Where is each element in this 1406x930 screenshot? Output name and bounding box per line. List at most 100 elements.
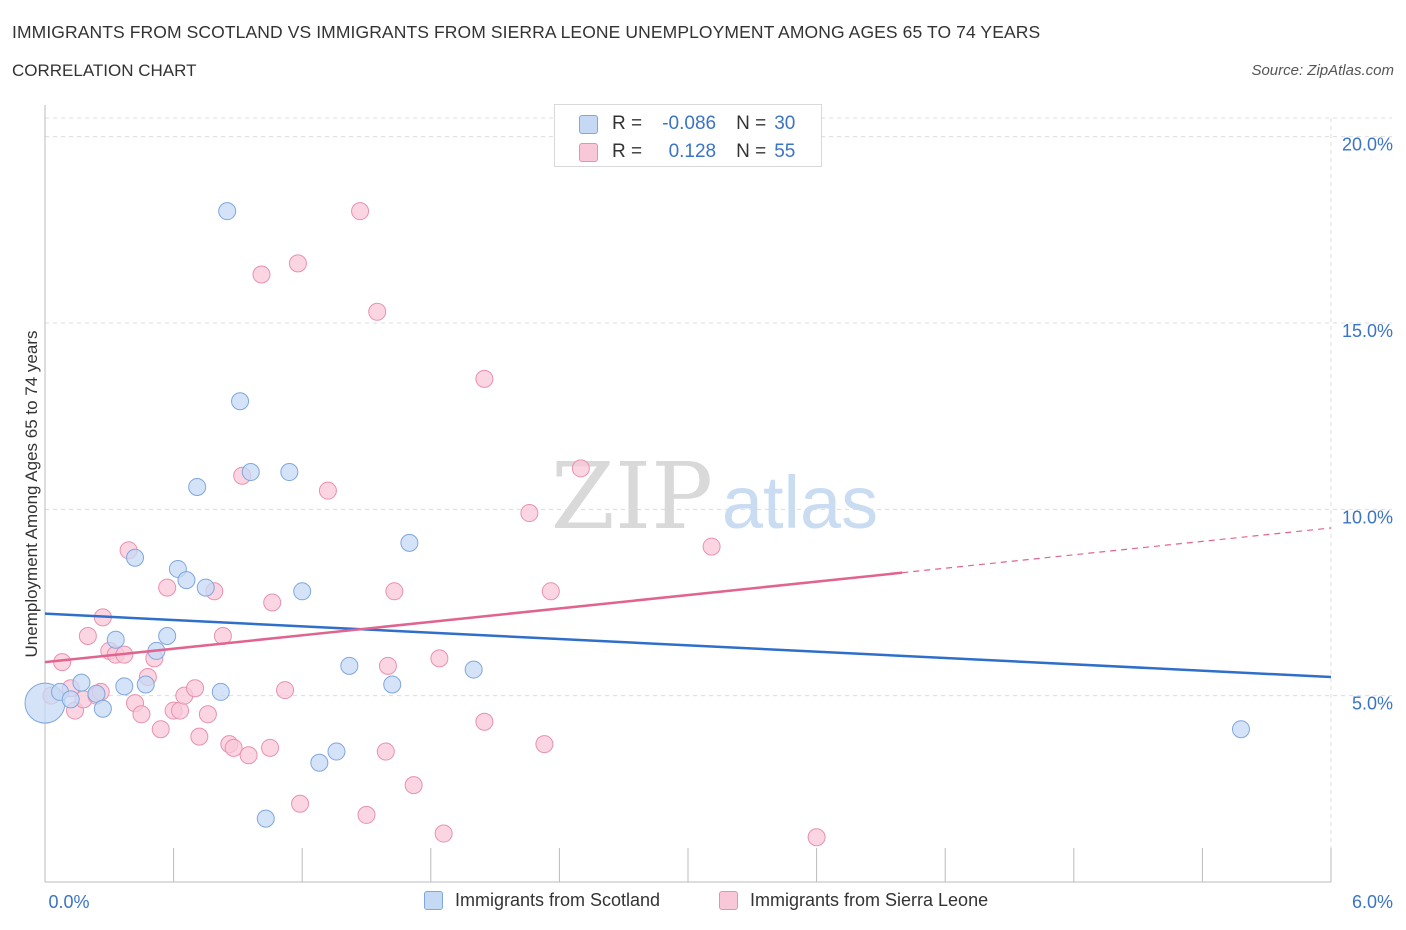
- data-point-scotland: [211, 682, 230, 701]
- data-point-scotland: [196, 578, 215, 597]
- bottom-legend-sierra-leone-label: Immigrants from Sierra Leone: [750, 890, 989, 910]
- watermark: ZIP atlas: [551, 443, 878, 550]
- data-point-scotland: [158, 627, 177, 646]
- data-point-scotland: [93, 699, 112, 718]
- watermark-atlas: atlas: [722, 461, 878, 544]
- data-point-sierra-leone: [291, 794, 310, 813]
- legend-n-label: N =: [736, 141, 767, 162]
- data-point-scotland: [218, 202, 237, 221]
- data-point-sierra-leone: [475, 369, 494, 388]
- x-tick-label-max: 6.0%: [1352, 892, 1393, 912]
- data-point-sierra-leone: [430, 649, 449, 668]
- data-point-sierra-leone: [520, 504, 539, 523]
- y-tick-label: 20.0%: [1342, 135, 1393, 155]
- legend-n-label: N =: [736, 113, 767, 134]
- scotland-points: [24, 202, 1250, 828]
- data-point-scotland: [231, 392, 250, 411]
- legend-r-value: 0.128: [668, 141, 717, 162]
- data-point-scotland: [256, 809, 275, 828]
- data-point-sierra-leone: [252, 265, 271, 284]
- data-point-scotland: [340, 656, 359, 675]
- data-point-sierra-leone: [158, 578, 177, 597]
- data-point-scotland: [327, 742, 346, 761]
- data-point-sierra-leone: [351, 202, 370, 221]
- data-point-sierra-leone: [535, 735, 554, 754]
- data-point-sierra-leone: [78, 627, 97, 646]
- data-point-sierra-leone: [357, 805, 376, 824]
- bottom-swatch-scotland: [424, 891, 443, 910]
- chart-title: IMMIGRANTS FROM SCOTLAND VS IMMIGRANTS F…: [12, 22, 1041, 42]
- legend-row-sierra-leone: R = 0.128 N = 55: [579, 141, 795, 163]
- data-point-sierra-leone: [186, 679, 205, 698]
- chart-subtitle: CORRELATION CHART: [12, 61, 197, 80]
- legend-n-value: 55: [774, 141, 796, 162]
- data-point-scotland: [177, 571, 196, 590]
- y-tick-label: 15.0%: [1342, 321, 1393, 341]
- data-point-sierra-leone: [368, 302, 387, 321]
- legend-r-value: -0.086: [662, 113, 717, 134]
- axes: [44, 105, 1332, 883]
- data-point-sierra-leone: [263, 593, 282, 612]
- bottom-legend-scotland: Immigrants from Scotland: [424, 890, 660, 911]
- bottom-swatch-sierra-leone: [719, 891, 738, 910]
- correlation-legend: R = -0.086 N = 30 R = 0.128 N = 55: [554, 104, 822, 167]
- data-point-scotland: [126, 548, 145, 567]
- data-point-sierra-leone: [171, 701, 190, 720]
- data-point-scotland: [1231, 720, 1250, 739]
- data-point-scotland: [115, 677, 134, 696]
- legend-swatch-scotland: [579, 114, 598, 134]
- bottom-legend-sierra-leone: Immigrants from Sierra Leone: [719, 890, 988, 911]
- data-point-sierra-leone: [571, 459, 590, 478]
- data-point-scotland: [188, 477, 207, 496]
- trend-line-scotland: [44, 612, 1332, 679]
- legend-swatch-sierra-leone: [579, 142, 598, 162]
- y-axis-label: Unemployment Among Ages 65 to 74 years: [22, 330, 41, 658]
- trend-lines: [44, 527, 1332, 679]
- data-point-sierra-leone: [261, 738, 280, 757]
- data-point-scotland: [136, 675, 155, 694]
- data-point-scotland: [310, 753, 329, 772]
- data-point-scotland: [61, 690, 80, 709]
- data-point-sierra-leone: [132, 705, 151, 724]
- grid-lines: [45, 117, 1392, 882]
- trend-line-sierra-leone-extension: [902, 527, 1332, 574]
- data-point-sierra-leone: [404, 776, 423, 795]
- data-point-scotland: [106, 630, 125, 649]
- data-point-sierra-leone: [376, 742, 395, 761]
- watermark-zip: ZIP: [551, 443, 713, 550]
- data-point-scotland: [464, 660, 483, 679]
- sierra-leone-points: [42, 202, 826, 847]
- y-tick-label: 10.0%: [1342, 507, 1393, 527]
- data-point-sierra-leone: [239, 746, 258, 765]
- data-point-sierra-leone: [224, 738, 243, 757]
- legend-n-value: 30: [774, 113, 796, 134]
- data-point-sierra-leone: [190, 727, 209, 746]
- trend-line-sierra-leone: [44, 571, 903, 664]
- data-point-scotland: [87, 684, 106, 703]
- tick-labels: 5.0% 10.0% 15.0% 20.0% 0.0% 6.0%: [48, 135, 1393, 912]
- data-point-scotland: [280, 463, 299, 482]
- data-point-sierra-leone: [475, 712, 494, 731]
- data-point-sierra-leone: [807, 828, 826, 847]
- data-point-sierra-leone: [198, 705, 217, 724]
- legend-r-label: R =: [612, 141, 643, 162]
- data-point-sierra-leone: [702, 537, 721, 556]
- legend-row-scotland: R = -0.086 N = 30: [579, 113, 795, 135]
- data-point-scotland: [241, 463, 260, 482]
- data-point-sierra-leone: [288, 254, 307, 273]
- data-point-sierra-leone: [434, 824, 453, 843]
- data-point-sierra-leone: [378, 656, 397, 675]
- data-point-sierra-leone: [151, 720, 170, 739]
- y-tick-label: 5.0%: [1352, 694, 1393, 714]
- data-point-scotland: [293, 582, 312, 601]
- data-point-scotland: [72, 673, 91, 692]
- data-point-sierra-leone: [318, 481, 337, 500]
- bottom-legend-scotland-label: Immigrants from Scotland: [455, 890, 661, 910]
- x-tick-label-min: 0.0%: [48, 892, 89, 912]
- data-point-sierra-leone: [385, 582, 404, 601]
- data-point-sierra-leone: [276, 681, 295, 700]
- data-point-scotland: [383, 675, 402, 694]
- legend-r-label: R =: [612, 113, 643, 134]
- data-point-scotland: [400, 533, 419, 552]
